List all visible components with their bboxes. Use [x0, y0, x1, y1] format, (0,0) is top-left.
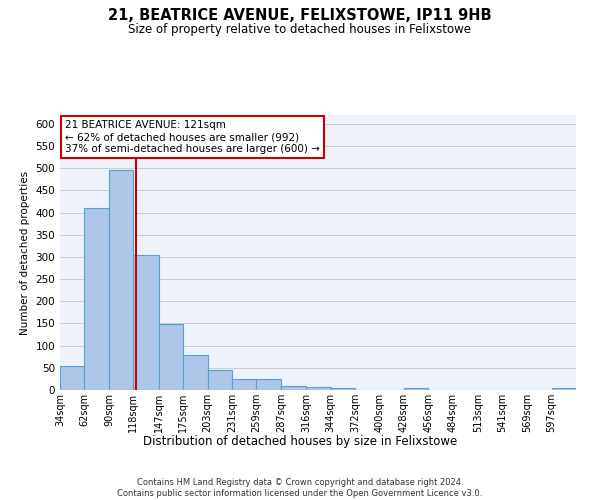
Bar	[158, 324, 183, 390]
Bar	[256, 380, 281, 390]
Text: 21 BEATRICE AVENUE: 121sqm
← 62% of detached houses are smaller (992)
37% of sem: 21 BEATRICE AVENUE: 121sqm ← 62% of deta…	[65, 120, 320, 154]
Bar	[331, 388, 355, 390]
Text: Size of property relative to detached houses in Felixstowe: Size of property relative to detached ho…	[128, 22, 472, 36]
Bar	[232, 380, 256, 390]
Bar	[551, 388, 576, 390]
Text: Contains HM Land Registry data © Crown copyright and database right 2024.
Contai: Contains HM Land Registry data © Crown c…	[118, 478, 482, 498]
Bar	[404, 388, 428, 390]
Bar	[281, 386, 306, 390]
Text: 21, BEATRICE AVENUE, FELIXSTOWE, IP11 9HB: 21, BEATRICE AVENUE, FELIXSTOWE, IP11 9H…	[108, 8, 492, 22]
Bar	[208, 370, 232, 390]
Bar	[85, 208, 109, 390]
Text: Distribution of detached houses by size in Felixstowe: Distribution of detached houses by size …	[143, 435, 457, 448]
Bar	[60, 366, 85, 390]
Bar	[183, 354, 208, 390]
Bar	[306, 387, 331, 390]
Y-axis label: Number of detached properties: Number of detached properties	[20, 170, 30, 334]
Bar	[109, 170, 133, 390]
Bar	[133, 254, 158, 390]
